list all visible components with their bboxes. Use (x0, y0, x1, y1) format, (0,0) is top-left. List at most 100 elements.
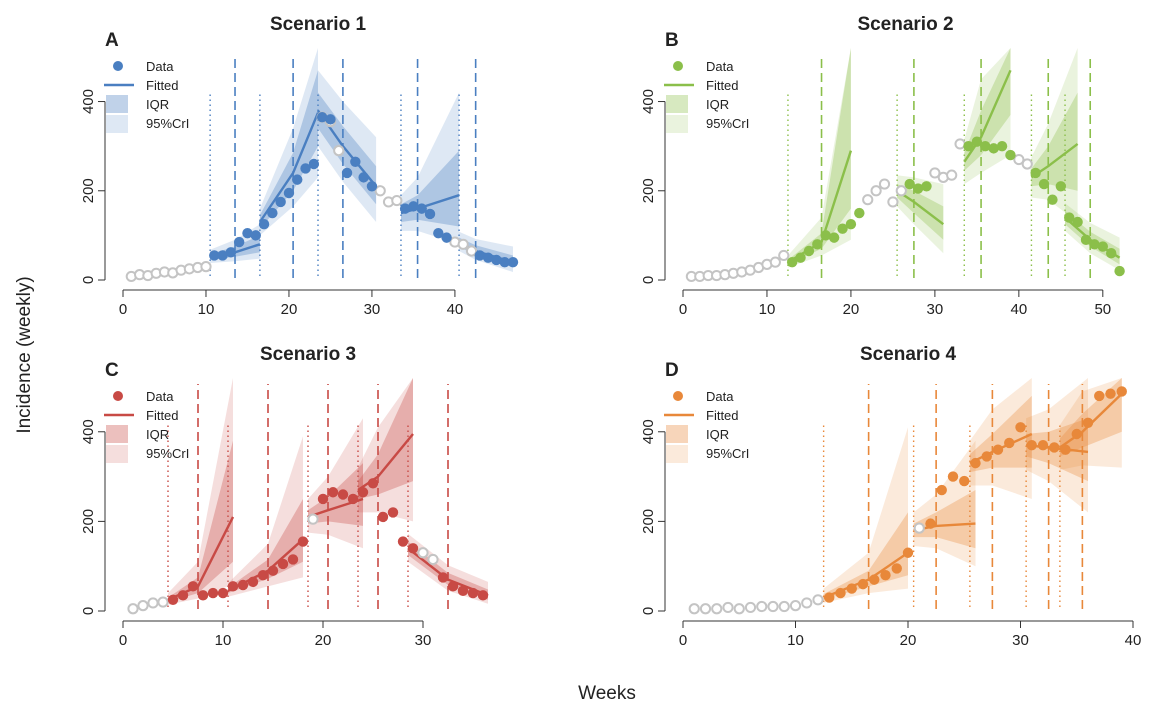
data-point (1106, 248, 1117, 259)
iqr-band (1031, 92, 1078, 191)
data-point (902, 547, 914, 558)
grey-data-point (200, 261, 212, 273)
data-point (1071, 428, 1082, 440)
data-point (1004, 437, 1015, 449)
data-point (275, 196, 286, 208)
y-tick-label: 0 (640, 276, 657, 284)
x-tick-label: 0 (119, 632, 127, 649)
data-point (947, 471, 959, 482)
forecast-window (912, 384, 976, 609)
data-point (447, 581, 459, 592)
data-point (367, 478, 379, 489)
iqr-band (168, 440, 233, 602)
data-point (925, 518, 936, 529)
x-tick-label: 20 (843, 301, 860, 318)
legend-iqr-label: IQR (146, 97, 169, 112)
data-point (397, 536, 409, 547)
grey-data-point (427, 553, 439, 566)
panel-letter: D (665, 360, 679, 381)
forecast-window (963, 48, 1012, 278)
legend-iqr-label: IQR (146, 427, 169, 442)
grey-data-point (744, 601, 757, 614)
x-tick-label: 40 (1125, 632, 1142, 649)
legend-iqr-swatch (106, 425, 128, 443)
data-point (491, 254, 502, 266)
legend: Data Fitted IQR 95%CrI (664, 389, 749, 463)
data-point (457, 585, 469, 597)
data-point (433, 227, 444, 239)
data-point (786, 256, 798, 268)
data-point (227, 581, 239, 592)
cri-band (1031, 48, 1078, 222)
forecast-window (822, 384, 909, 609)
forecast-window (317, 54, 378, 278)
grey-data-point (929, 167, 941, 179)
data-point (242, 227, 253, 239)
data-point (507, 256, 519, 268)
data-point (177, 590, 189, 601)
iqr-band (408, 541, 488, 600)
data-point (424, 208, 436, 220)
grey-data-point (127, 603, 139, 615)
grey-data-point (789, 600, 802, 612)
grey-data-point (465, 245, 478, 257)
legend-cri-label: 95%CrI (706, 116, 749, 131)
data-point (267, 565, 279, 576)
data-point (187, 581, 199, 592)
data-point (209, 250, 220, 261)
legend-cri-label: 95%CrI (146, 116, 189, 131)
data-point (247, 576, 259, 588)
y-tick-label: 200 (640, 509, 657, 534)
y-tick-label: 400 (640, 419, 657, 444)
grey-data-point (954, 138, 966, 150)
y-tick-label: 200 (80, 178, 97, 203)
data-point (267, 207, 278, 219)
forecast-window (258, 48, 320, 278)
grey-data-point (878, 178, 891, 190)
data-point (1097, 241, 1109, 252)
data-point (217, 587, 229, 599)
grey-data-point (769, 256, 781, 268)
data-point (1105, 388, 1116, 399)
data-point (499, 256, 510, 268)
grey-data-point (417, 547, 429, 559)
grey-data-point (870, 185, 882, 197)
grey-data-point (801, 597, 813, 609)
data-point (207, 587, 219, 599)
data-point (1116, 386, 1127, 397)
data-point (197, 590, 209, 601)
data-point (912, 183, 924, 194)
data-point (408, 201, 419, 212)
x-tick-label: 20 (281, 301, 298, 318)
data-point (812, 239, 823, 250)
data-point (845, 219, 857, 230)
cri-band (318, 70, 377, 222)
cri-band (969, 378, 1032, 499)
legend-iqr-swatch (666, 95, 688, 113)
grey-data-point (733, 603, 745, 615)
panel-letter: C (105, 360, 119, 381)
data-point (341, 167, 353, 179)
data-point (1038, 178, 1050, 190)
data-point (477, 590, 489, 601)
data-point (1082, 417, 1094, 429)
legend-fitted-label: Fitted (146, 78, 179, 93)
grey-data-point (778, 249, 790, 262)
x-tick-label: 10 (787, 632, 804, 649)
x-tick-label: 40 (447, 301, 464, 318)
y-tick-label: 0 (80, 276, 97, 284)
data-point (854, 207, 865, 219)
y-tick-label: 400 (640, 89, 657, 114)
forecast-window (1030, 48, 1079, 278)
panel-letter: B (665, 30, 679, 51)
data-point (824, 592, 835, 603)
data-point (292, 174, 303, 185)
data-point (992, 444, 1004, 455)
grey-data-point (1013, 153, 1025, 166)
y-tick-label: 400 (80, 419, 97, 444)
grey-data-point (374, 185, 386, 197)
grey-data-point (688, 603, 700, 615)
cri-band (897, 175, 944, 254)
data-point (308, 158, 320, 170)
